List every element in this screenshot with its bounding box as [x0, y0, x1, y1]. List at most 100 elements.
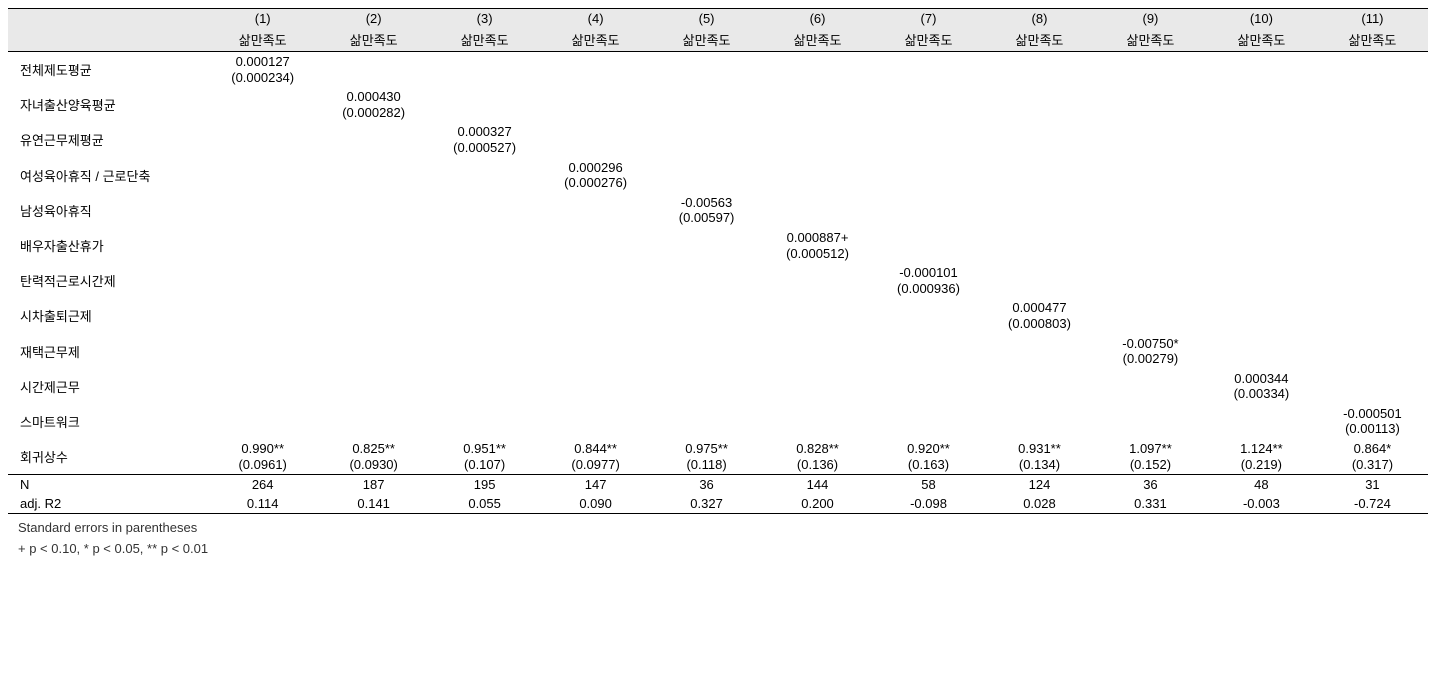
coef-cell [1317, 158, 1428, 193]
variable-label: 남성육아휴직 [8, 193, 207, 228]
coef-cell [1317, 298, 1428, 333]
col-number: (2) [318, 9, 429, 29]
stats-value: 124 [984, 475, 1095, 495]
table-footer: N2641871951473614458124364831adj. R20.11… [8, 475, 1428, 514]
stats-value: 58 [873, 475, 984, 495]
stats-value: 48 [1206, 475, 1317, 495]
coefficient: 0.000127 [236, 54, 290, 69]
coef-cell [1206, 263, 1317, 298]
coef-cell [207, 263, 318, 298]
constant-cell: 0.920**(0.163) [873, 439, 984, 475]
standard-error: (0.000276) [544, 175, 647, 191]
col-depvar: 삶만족도 [984, 28, 1095, 52]
coef-cell [429, 263, 540, 298]
coef-cell [762, 87, 873, 122]
coefficient: 0.975** [685, 441, 728, 456]
header-number-row: (1)(2)(3)(4)(5)(6)(7)(8)(9)(10)(11) [8, 9, 1428, 29]
col-number: (1) [207, 9, 318, 29]
coef-cell [318, 52, 429, 88]
coef-cell [1317, 334, 1428, 369]
coefficient: 0.931** [1018, 441, 1061, 456]
coef-cell: 0.000477(0.000803) [984, 298, 1095, 333]
coef-cell [429, 298, 540, 333]
coef-cell [1317, 193, 1428, 228]
coefficient: 0.825** [352, 441, 395, 456]
col-number: (4) [540, 9, 651, 29]
coef-cell [1095, 298, 1206, 333]
variable-label: 재택근무제 [8, 334, 207, 369]
coef-cell [429, 52, 540, 88]
coef-cell [873, 404, 984, 439]
standard-error: (0.00113) [1321, 421, 1424, 437]
coef-cell [429, 369, 540, 404]
standard-error: (0.152) [1099, 457, 1202, 473]
coef-cell: -0.000501(0.00113) [1317, 404, 1428, 439]
stats-value: 36 [651, 475, 762, 495]
coefficient: 0.000887+ [787, 230, 849, 245]
coef-cell [984, 228, 1095, 263]
coef-cell [318, 298, 429, 333]
coef-cell [540, 122, 651, 157]
header-label-row: 삶만족도삶만족도삶만족도삶만족도삶만족도삶만족도삶만족도삶만족도삶만족도삶만족도… [8, 28, 1428, 52]
coef-cell [318, 158, 429, 193]
stats-value: 0.327 [651, 494, 762, 514]
standard-error: (0.000512) [766, 246, 869, 262]
coef-cell [1317, 87, 1428, 122]
variable-row: 배우자출산휴가0.000887+(0.000512) [8, 228, 1428, 263]
coef-cell [318, 122, 429, 157]
coef-cell [651, 369, 762, 404]
coef-cell [984, 52, 1095, 88]
coef-cell [1317, 52, 1428, 88]
coef-cell [984, 263, 1095, 298]
coefficient: 0.828** [796, 441, 839, 456]
standard-error: (0.219) [1210, 457, 1313, 473]
coef-cell [1095, 263, 1206, 298]
coef-cell [207, 228, 318, 263]
standard-error: (0.317) [1321, 457, 1424, 473]
coef-cell [762, 158, 873, 193]
coef-cell [651, 404, 762, 439]
col-number: (11) [1317, 9, 1428, 29]
coef-cell [762, 334, 873, 369]
coefficient: 1.097** [1129, 441, 1172, 456]
variable-label: 탄력적근로시간제 [8, 263, 207, 298]
coef-cell [651, 52, 762, 88]
coefficient: 0.844** [574, 441, 617, 456]
coef-cell [651, 87, 762, 122]
coefficient: 0.000344 [1234, 371, 1288, 386]
coefficient: -0.000101 [899, 265, 958, 280]
coef-cell [873, 228, 984, 263]
coef-cell [1095, 87, 1206, 122]
variable-row: 시간제근무0.000344(0.00334) [8, 369, 1428, 404]
coef-cell [540, 228, 651, 263]
note-se: Standard errors in parentheses [18, 520, 1428, 535]
coef-cell [762, 52, 873, 88]
stats-value: 0.141 [318, 494, 429, 514]
variable-row: 스마트워크-0.000501(0.00113) [8, 404, 1428, 439]
standard-error: (0.000936) [877, 281, 980, 297]
col-depvar: 삶만족도 [1206, 28, 1317, 52]
coef-cell [207, 158, 318, 193]
col-depvar: 삶만족도 [540, 28, 651, 52]
coef-cell [318, 193, 429, 228]
stats-value: 195 [429, 475, 540, 495]
coef-cell [873, 122, 984, 157]
coef-cell [207, 369, 318, 404]
coef-cell [207, 87, 318, 122]
coef-cell [984, 122, 1095, 157]
coef-cell [207, 122, 318, 157]
coef-cell [651, 263, 762, 298]
col-number: (10) [1206, 9, 1317, 29]
coef-cell: 0.000887+(0.000512) [762, 228, 873, 263]
coef-cell: -0.000101(0.000936) [873, 263, 984, 298]
coef-cell [1095, 52, 1206, 88]
coef-cell [429, 193, 540, 228]
constant-cell: 0.825**(0.0930) [318, 439, 429, 475]
stats-value: 36 [1095, 475, 1206, 495]
coef-cell [207, 193, 318, 228]
constant-cell: 0.975**(0.118) [651, 439, 762, 475]
col-number: (9) [1095, 9, 1206, 29]
coefficient: 0.920** [907, 441, 950, 456]
stats-value: 264 [207, 475, 318, 495]
coef-cell [1206, 404, 1317, 439]
